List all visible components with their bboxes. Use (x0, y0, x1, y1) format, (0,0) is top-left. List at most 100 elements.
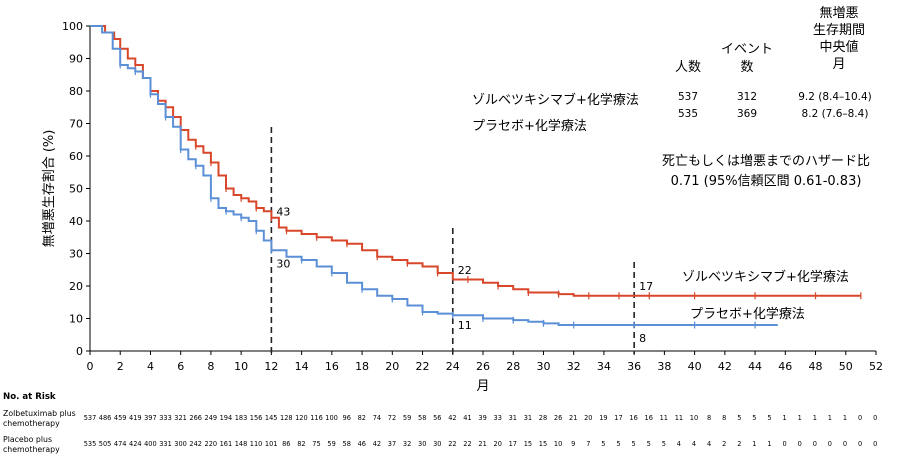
landmark-label: 11 (458, 319, 472, 332)
risk-value: 0 (813, 440, 817, 448)
x-tick-label: 42 (718, 360, 732, 373)
risk-value: 75 (312, 440, 320, 448)
y-tick-label: 100 (62, 20, 83, 33)
risk-value: 8 (707, 414, 711, 422)
risk-value: 30 (418, 440, 426, 448)
y-tick-label: 10 (69, 313, 83, 326)
risk-value: 0 (873, 414, 877, 422)
risk-value: 17 (614, 414, 622, 422)
risk-value: 0 (858, 440, 862, 448)
survival-curves (90, 25, 862, 329)
risk-value: 30 (433, 440, 441, 448)
y-tick-label: 80 (69, 85, 83, 98)
risk-value: 1 (798, 414, 802, 422)
x-tick-label: 2 (117, 360, 124, 373)
risk-value: 148 (235, 440, 248, 448)
risk-table-header: No. at Risk (3, 392, 56, 402)
y-tick-label: 20 (69, 280, 83, 293)
x-tick-label: 36 (627, 360, 641, 373)
risk-value: 5 (616, 440, 620, 448)
zolbetuximab-n: 537 (678, 91, 698, 103)
risk-value: 16 (629, 414, 637, 422)
risk-value: 100 (325, 414, 338, 422)
median-header-line-2: 生存期間 (813, 23, 865, 38)
median-header-line-4: 月 (832, 57, 845, 72)
risk-value: 5 (752, 414, 756, 422)
risk-value: 33 (494, 414, 502, 422)
risk-value: 110 (250, 440, 263, 448)
risk-value: 249 (205, 414, 218, 422)
x-tick-label: 30 (536, 360, 550, 373)
risk-value: 86 (282, 440, 290, 448)
risk-value: 59 (327, 440, 335, 448)
risk-value: 0 (858, 414, 862, 422)
curve-label-zolbetuximab: ゾルベツキシマブ+化学療法 (682, 269, 849, 285)
risk-value: 4 (677, 440, 681, 448)
risk-value: 145 (265, 414, 278, 422)
risk-value: 28 (539, 414, 547, 422)
landmark-label: 17 (639, 280, 653, 293)
risk-value: 15 (524, 440, 532, 448)
risk-value: 20 (494, 440, 502, 448)
x-tick-label: 14 (295, 360, 309, 373)
risk-value: 46 (358, 440, 366, 448)
risk-value: 22 (463, 440, 471, 448)
y-tick-label: 40 (69, 215, 83, 228)
risk-value: 242 (189, 440, 202, 448)
risk-value: 0 (798, 440, 802, 448)
x-axis-title: 月 (476, 379, 489, 394)
risk-value: 8 (722, 414, 726, 422)
risk-value: 2 (722, 440, 726, 448)
risk-value: 96 (343, 414, 351, 422)
risk-row-placebo-label-2: chemotherapy (3, 445, 60, 454)
curve-label-placebo: プラセボ+化学療法 (690, 306, 805, 322)
risk-value: 9 (571, 440, 575, 448)
risk-value: 161 (220, 440, 233, 448)
risk-value: 321 (174, 414, 187, 422)
risk-value: 59 (403, 414, 411, 422)
y-tick-label: 50 (69, 183, 83, 196)
risk-value: 0 (782, 440, 786, 448)
risk-value: 0 (828, 440, 832, 448)
landmark-label: 22 (458, 264, 472, 277)
x-tick-label: 26 (476, 360, 490, 373)
median-header-line-1: 無増悪 (819, 6, 858, 21)
risk-value: 82 (358, 414, 366, 422)
risk-row-zolbetuximab-label-2: chemotherapy (3, 419, 60, 428)
hazard-ratio-value: 0.71 (95%信頼区間 0.61-0.83) (671, 174, 862, 189)
x-tick-label: 50 (839, 360, 853, 373)
placebo-events: 369 (737, 108, 757, 120)
risk-value: 266 (189, 414, 202, 422)
risk-value: 26 (554, 414, 562, 422)
risk-value: 19 (599, 414, 607, 422)
risk-value: 400 (144, 440, 157, 448)
risk-value: 537 (84, 414, 97, 422)
risk-value: 11 (675, 414, 683, 422)
risk-value: 183 (235, 414, 248, 422)
y-tick-label: 30 (69, 248, 83, 261)
risk-value: 10 (554, 440, 562, 448)
risk-value: 22 (448, 440, 456, 448)
risk-value: 74 (373, 414, 381, 422)
x-tick-label: 52 (869, 360, 883, 373)
x-tick-label: 20 (385, 360, 399, 373)
x-tick-label: 44 (748, 360, 762, 373)
y-tick-label: 90 (69, 53, 83, 66)
risk-value: 1 (752, 440, 756, 448)
risk-value: 17 (509, 440, 517, 448)
risk-value: 535 (84, 440, 97, 448)
y-tick-label: 60 (69, 150, 83, 163)
risk-value: 32 (403, 440, 411, 448)
y-axis-title: 無増悪生存割合 (%) (41, 130, 57, 248)
risk-row-zolbetuximab-label-1: Zolbetuximab plus (3, 409, 76, 418)
x-tick-label: 16 (325, 360, 339, 373)
risk-value: 39 (478, 414, 486, 422)
annotations: 無増悪 生存期間 中央値 月 イベント 数 人数 ゾルベツキシマブ+化学療法 プ… (472, 6, 872, 322)
risk-value: 4 (692, 440, 696, 448)
risk-value: 4 (707, 440, 711, 448)
risk-value: 21 (569, 414, 577, 422)
y-tick-label: 0 (76, 345, 83, 358)
risk-value: 16 (645, 414, 653, 422)
risk-value: 1 (767, 440, 771, 448)
